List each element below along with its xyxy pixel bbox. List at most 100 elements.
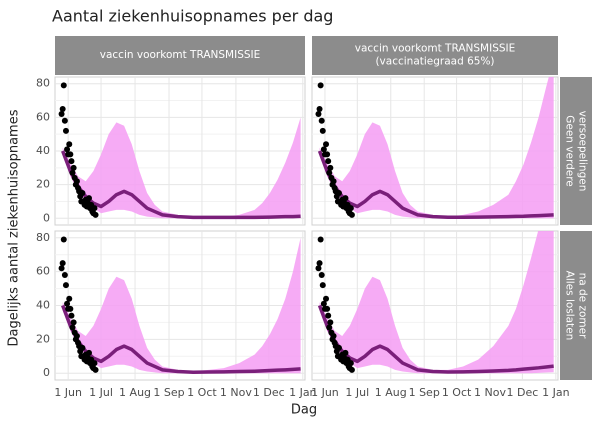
- row-strip: [560, 231, 592, 380]
- observed-point: [60, 82, 67, 89]
- observed-point: [318, 272, 325, 279]
- observed-point: [315, 265, 322, 272]
- observed-point: [68, 158, 75, 165]
- observed-point: [67, 151, 74, 158]
- observed-point: [59, 105, 66, 112]
- y-tick-label: 40: [36, 299, 50, 312]
- x-tick-label: 1 Oct: [442, 386, 472, 399]
- x-tick-label: 1 Jul: [345, 386, 369, 399]
- y-tick-label: 60: [36, 265, 50, 278]
- y-axis-label: Dagelijks aantal ziekenhuisopnames: [7, 109, 22, 346]
- observed-point: [316, 260, 323, 267]
- column-strip-label: vaccin voorkomt TRANSMISSIE: [355, 43, 516, 55]
- row-strip-label: Alles loslaten: [564, 271, 576, 341]
- row-strip-label: na de zomer: [577, 273, 589, 340]
- observed-point: [348, 366, 355, 373]
- observed-point: [324, 305, 331, 312]
- observed-point: [91, 360, 98, 367]
- x-tick-label: 1 Dec: [253, 386, 285, 399]
- observed-point: [64, 146, 71, 153]
- observed-point: [92, 366, 99, 373]
- observed-point: [73, 178, 80, 185]
- observed-point: [347, 205, 354, 212]
- panel-marks: [58, 82, 301, 220]
- observed-point: [66, 295, 73, 302]
- x-axis-label: Dag: [291, 403, 317, 418]
- observed-point: [323, 295, 330, 302]
- row-strip: [560, 77, 592, 225]
- observed-point: [62, 127, 69, 134]
- median-line: [61, 150, 301, 220]
- x-tick-label: 1 Jan: [542, 386, 569, 399]
- x-tick-label: 1 Oct: [187, 386, 217, 399]
- x-tick-label: 1 Aug: [375, 386, 407, 399]
- observed-point: [73, 332, 80, 339]
- observed-point: [326, 324, 333, 331]
- median-line: [61, 304, 301, 374]
- observed-point: [348, 211, 355, 218]
- observed-point: [61, 272, 68, 279]
- x-tick-label: 1 Jun: [54, 386, 82, 399]
- observed-point: [85, 195, 92, 202]
- observed-point: [70, 319, 77, 326]
- y-tick-label: 80: [36, 231, 50, 244]
- y-tick-label: 20: [36, 178, 50, 191]
- observed-point: [64, 300, 71, 307]
- column-strip-label: vaccin voorkomt TRANSMISSIE: [100, 49, 261, 61]
- observed-point: [79, 190, 86, 197]
- observed-point: [325, 312, 332, 319]
- observed-point: [320, 300, 327, 307]
- observed-point: [61, 117, 68, 124]
- observed-point: [347, 360, 354, 367]
- observed-point: [91, 205, 98, 212]
- column-strip-label: (vaccinatiegraad 65%): [375, 56, 494, 68]
- x-tick-label: 1 Nov: [474, 386, 506, 399]
- observed-point: [79, 344, 86, 351]
- y-tick-label: 20: [36, 332, 50, 345]
- median-line: [317, 150, 554, 220]
- observed-point: [319, 282, 326, 289]
- observed-point: [318, 117, 325, 124]
- uncertainty-band: [319, 77, 554, 219]
- observed-point: [330, 332, 337, 339]
- observed-point: [317, 236, 324, 243]
- y-tick-label: 60: [36, 110, 50, 123]
- observed-point: [327, 319, 334, 326]
- x-tick-label: 1 Jul: [89, 386, 113, 399]
- uncertainty-band: [319, 231, 554, 374]
- x-tick-label: 1 Aug: [119, 386, 151, 399]
- observed-point: [335, 190, 342, 197]
- column-strip: [55, 36, 305, 75]
- observed-point: [324, 151, 331, 158]
- observed-point: [70, 164, 77, 171]
- observed-point: [342, 195, 349, 202]
- observed-point: [330, 178, 337, 185]
- x-tick-label: 1 Sep: [409, 386, 440, 399]
- x-tick-label: 1 Nov: [220, 386, 252, 399]
- observed-point: [62, 282, 69, 289]
- y-tick-label: 0: [43, 211, 50, 224]
- chart-title: Aantal ziekenhuisopnames per dag: [52, 7, 333, 26]
- y-tick-label: 0: [43, 366, 50, 379]
- row-strip-label: Geen verdere: [564, 115, 576, 187]
- observed-point: [59, 260, 66, 267]
- observed-point: [58, 111, 65, 117]
- uncertainty-band: [62, 237, 301, 374]
- observed-point: [67, 305, 74, 312]
- observed-point: [319, 127, 326, 134]
- observed-point: [315, 111, 322, 117]
- column-strip: [312, 36, 558, 75]
- median-line: [317, 304, 554, 374]
- observed-point: [327, 164, 334, 171]
- observed-point: [320, 146, 327, 153]
- observed-point: [68, 312, 75, 319]
- observed-point: [69, 169, 76, 176]
- observed-point: [92, 211, 99, 218]
- x-tick-label: 1 Jun: [311, 386, 339, 399]
- y-tick-label: 40: [36, 144, 50, 157]
- observed-point: [58, 265, 65, 272]
- x-tick-label: 1 Sep: [153, 386, 184, 399]
- observed-point: [335, 344, 342, 351]
- observed-point: [342, 349, 349, 356]
